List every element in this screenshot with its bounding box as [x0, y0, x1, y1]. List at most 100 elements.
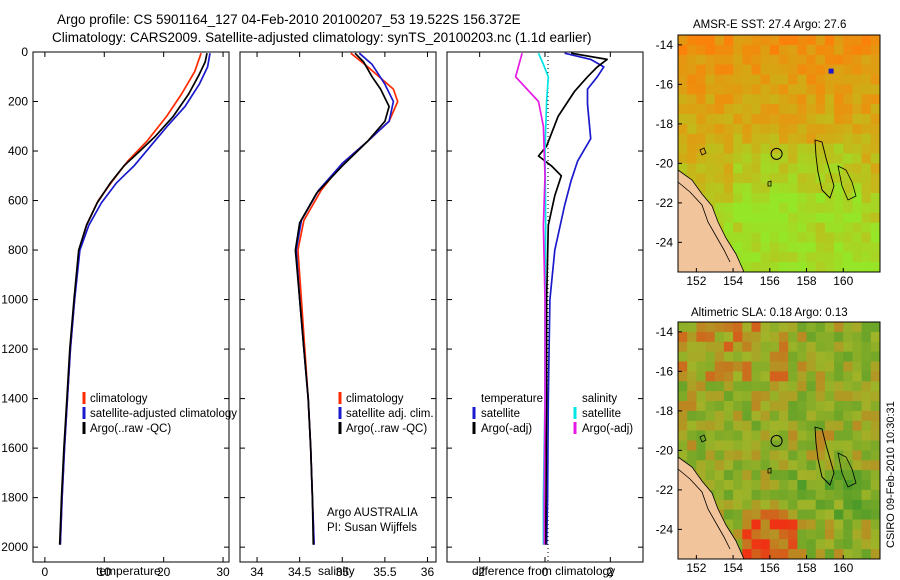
- heatmap-cell: [852, 222, 863, 233]
- heatmap-cell: [678, 430, 688, 441]
- map-x-tick-label: 158: [797, 274, 817, 288]
- heatmap-cell: [687, 460, 697, 471]
- heatmap-cell: [779, 450, 789, 461]
- sla-reef-outline: [814, 426, 835, 486]
- heatmap-cell: [806, 163, 817, 174]
- heatmap-cell: [742, 470, 752, 481]
- heatmap-cell: [705, 361, 716, 372]
- heatmap-cell: [797, 539, 808, 550]
- heatmap-cell: [788, 242, 798, 253]
- heatmap-cell: [870, 173, 880, 184]
- heatmap-cell: [779, 480, 789, 491]
- heatmap-cell: [861, 391, 872, 402]
- heatmap-cell: [806, 509, 817, 520]
- heatmap-cell: [696, 401, 707, 412]
- heatmap-cell: [696, 35, 707, 46]
- heatmap-cell: [769, 94, 780, 105]
- map-x-tick-label: 156: [760, 561, 780, 575]
- x-tick-label: 20: [157, 565, 171, 579]
- heatmap-cell: [705, 341, 716, 353]
- heatmap-cell: [714, 202, 725, 214]
- heatmap-cell: [843, 499, 853, 511]
- heatmap-cell: [788, 529, 798, 540]
- heatmap-cell: [797, 450, 808, 461]
- map-x-tick-label: 158: [797, 561, 817, 575]
- heatmap-cell: [815, 123, 826, 135]
- heatmap-cell: [788, 153, 798, 164]
- heatmap-cell: [852, 212, 863, 224]
- heatmap-cell: [815, 94, 826, 105]
- heatmap-cell: [705, 470, 716, 481]
- heatmap-cell: [687, 341, 697, 353]
- heatmap-cell: [751, 74, 762, 85]
- heatmap-cell: [861, 361, 872, 372]
- heatmap-cell: [742, 440, 752, 451]
- heatmap-cell: [834, 351, 844, 362]
- x-tick-label: 35: [336, 565, 350, 579]
- heatmap-cell: [788, 410, 798, 422]
- heatmap-cell: [870, 232, 880, 243]
- heatmap-cell: [723, 193, 734, 204]
- heatmap-cell: [788, 371, 798, 382]
- heatmap-cell: [751, 163, 762, 174]
- heatmap-cell: [824, 440, 835, 451]
- heatmap-cell: [687, 114, 697, 125]
- heatmap-cell: [769, 549, 780, 559]
- heatmap-cell: [769, 331, 780, 343]
- map-x-tick-label: 156: [760, 274, 780, 288]
- heatmap-cell: [788, 74, 798, 85]
- heatmap-cell: [861, 202, 872, 214]
- heatmap-cell: [733, 331, 743, 343]
- heatmap-cell: [760, 222, 771, 233]
- heatmap-cell: [861, 232, 872, 243]
- heatmap-cell: [824, 153, 835, 164]
- heatmap-cell: [760, 480, 771, 491]
- heatmap-cell: [751, 232, 762, 243]
- heatmap-cell: [779, 539, 789, 550]
- heatmap-cell: [852, 450, 863, 461]
- heatmap-cell: [760, 470, 771, 481]
- heatmap-cell: [852, 499, 863, 511]
- heatmap-cell: [714, 361, 725, 372]
- heatmap-cell: [733, 430, 743, 441]
- sla-coastlines: [678, 426, 857, 559]
- heatmap-cell: [788, 35, 798, 46]
- heatmap-cell: [742, 519, 752, 530]
- heatmap-cell: [815, 54, 826, 66]
- heatmap-cell: [678, 361, 688, 372]
- heatmap-cell: [714, 322, 725, 333]
- heatmap-cell: [742, 450, 752, 461]
- heatmap-cell: [788, 460, 798, 471]
- heatmap-cell: [788, 193, 798, 204]
- legend-sal-satellite-label: satellite: [582, 408, 621, 420]
- heatmap-cell: [733, 371, 743, 382]
- y-tick-label: 1000: [1, 293, 28, 307]
- heatmap-cell: [861, 470, 872, 481]
- heatmap-cell: [870, 54, 880, 66]
- heatmap-cell: [723, 450, 734, 461]
- heatmap-cell: [815, 361, 826, 372]
- heatmap-cell: [870, 509, 880, 520]
- heatmap-cell: [806, 222, 817, 233]
- heatmap-cell: [723, 153, 734, 164]
- heatmap-cell: [760, 84, 771, 95]
- heatmap-cell: [687, 44, 697, 56]
- heatmap-cell: [834, 450, 844, 461]
- heatmap-cell: [723, 341, 734, 353]
- heatmap-cell: [852, 252, 863, 263]
- heatmap-cell: [760, 114, 771, 125]
- heatmap-cell: [861, 401, 872, 412]
- heatmap-cell: [815, 114, 826, 125]
- heatmap-cell: [788, 440, 798, 451]
- heatmap-cell: [769, 341, 780, 353]
- heatmap-cell: [861, 35, 872, 46]
- heatmap-cell: [733, 173, 743, 184]
- heatmap-cell: [861, 539, 872, 550]
- heatmap-cell: [788, 163, 798, 174]
- heatmap-cell: [678, 94, 688, 105]
- heatmap-cell: [870, 470, 880, 481]
- heatmap-cell: [870, 450, 880, 461]
- heatmap-cell: [742, 341, 752, 353]
- heatmap-cell: [806, 123, 817, 135]
- heatmap-cell: [769, 35, 780, 46]
